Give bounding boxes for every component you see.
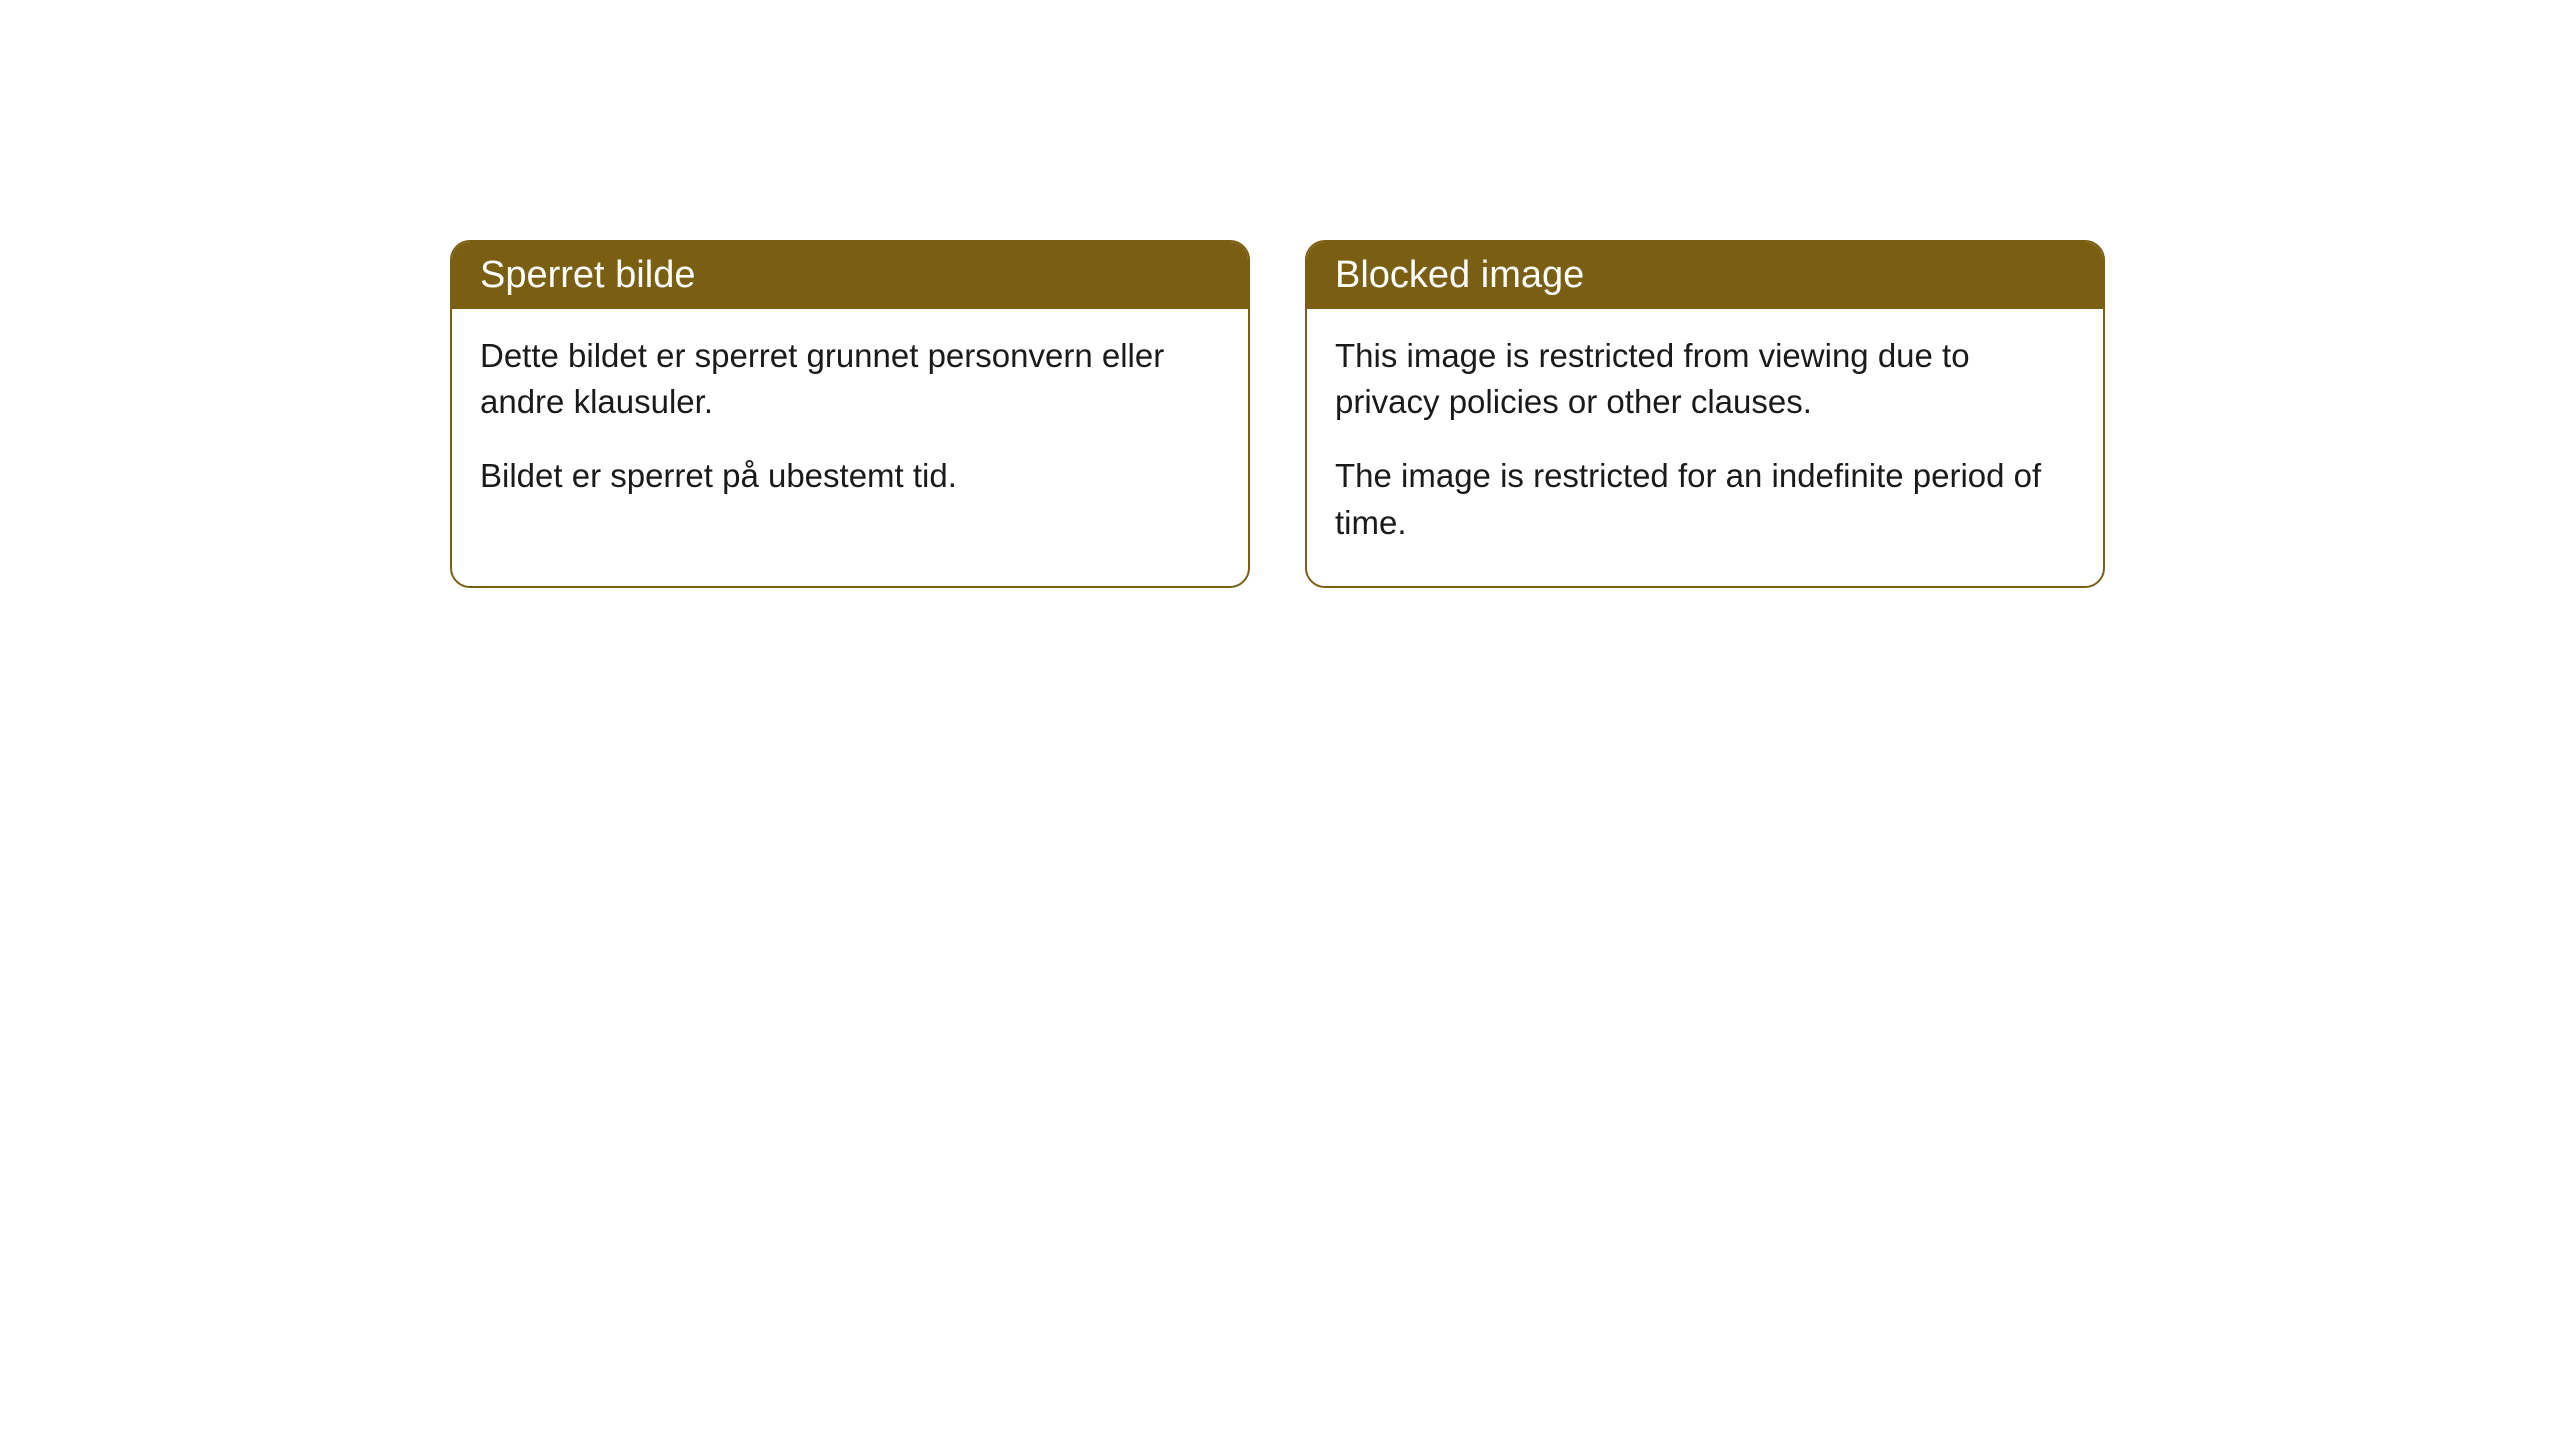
card-title: Sperret bilde — [480, 254, 695, 296]
card-body: This image is restricted from viewing du… — [1307, 309, 2103, 586]
card-header: Sperret bilde — [452, 242, 1248, 309]
card-paragraph-2: Bildet er sperret på ubestemt tid. — [480, 453, 1220, 499]
card-paragraph-1: Dette bildet er sperret grunnet personve… — [480, 333, 1220, 425]
card-body: Dette bildet er sperret grunnet personve… — [452, 309, 1248, 540]
blocked-image-card-norwegian: Sperret bilde Dette bildet er sperret gr… — [450, 240, 1250, 588]
card-paragraph-1: This image is restricted from viewing du… — [1335, 333, 2075, 425]
card-header: Blocked image — [1307, 242, 2103, 309]
card-title: Blocked image — [1335, 254, 1584, 296]
notice-cards-container: Sperret bilde Dette bildet er sperret gr… — [450, 240, 2560, 588]
blocked-image-card-english: Blocked image This image is restricted f… — [1305, 240, 2105, 588]
card-paragraph-2: The image is restricted for an indefinit… — [1335, 453, 2075, 545]
